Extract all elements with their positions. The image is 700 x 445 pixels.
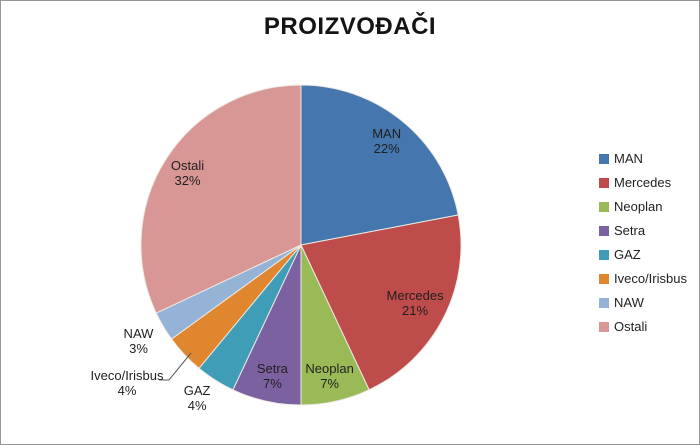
pie-label-ostali: Ostali 32% [170, 157, 205, 188]
pie-label-man: MAN 22% [372, 126, 402, 157]
legend-item-gaz: GAZ [599, 248, 687, 262]
legend: MAN Mercedes Neoplan Setra GAZ Iveco/Irisbus N… [599, 152, 687, 334]
pie-label-iveco-irisbus: Iveco/Irisbus 4% [90, 368, 164, 398]
legend-item-setra: Setra [599, 224, 687, 238]
legend-label-neoplan: Neoplan [614, 199, 663, 214]
legend-item-naw: NAW [599, 296, 687, 310]
legend-swatch-iveco-irisbus [599, 274, 609, 284]
pie-label-mercedes: Mercedes 21% [386, 288, 444, 319]
legend-label-iveco-irisbus: Iveco/Irisbus [614, 271, 687, 286]
legend-label-mercedes: Mercedes [614, 175, 672, 190]
legend-swatch-man [599, 154, 609, 164]
pie-slice-ostali [140, 84, 302, 314]
legend-swatch-naw [599, 298, 609, 308]
legend-swatch-gaz [599, 250, 609, 260]
legend-item-mercedes: Mercedes [599, 176, 687, 190]
pie-label-setra: Setra 7% [256, 361, 288, 392]
legend-swatch-mercedes [599, 178, 609, 188]
leader-line-iveco-irisbus [159, 352, 192, 381]
legend-swatch-neoplan [599, 202, 609, 212]
legend-item-iveco-irisbus: Iveco/Irisbus [599, 272, 687, 286]
legend-swatch-ostali [599, 322, 609, 332]
legend-item-neoplan: Neoplan [599, 200, 687, 214]
legend-item-ostali: Ostali [599, 320, 687, 334]
pie-label-gaz: GAZ 4% [183, 382, 211, 413]
legend-label-gaz: GAZ [614, 247, 641, 262]
pie-slice-mercedes [300, 214, 462, 391]
legend-label-naw: NAW [614, 295, 644, 310]
legend-label-man: MAN [614, 151, 643, 166]
legend-label-setra: Setra [614, 223, 646, 238]
legend-label-ostali: Ostali [614, 319, 648, 334]
pie-label-naw: NAW 3% [123, 326, 154, 357]
chart-title: PROIZVOĐAČI [263, 13, 437, 40]
pie-slice-man [300, 84, 459, 246]
pie-label-neoplan: Neoplan 7% [305, 361, 354, 392]
legend-item-man: MAN [599, 152, 687, 166]
legend-swatch-setra [599, 226, 609, 236]
